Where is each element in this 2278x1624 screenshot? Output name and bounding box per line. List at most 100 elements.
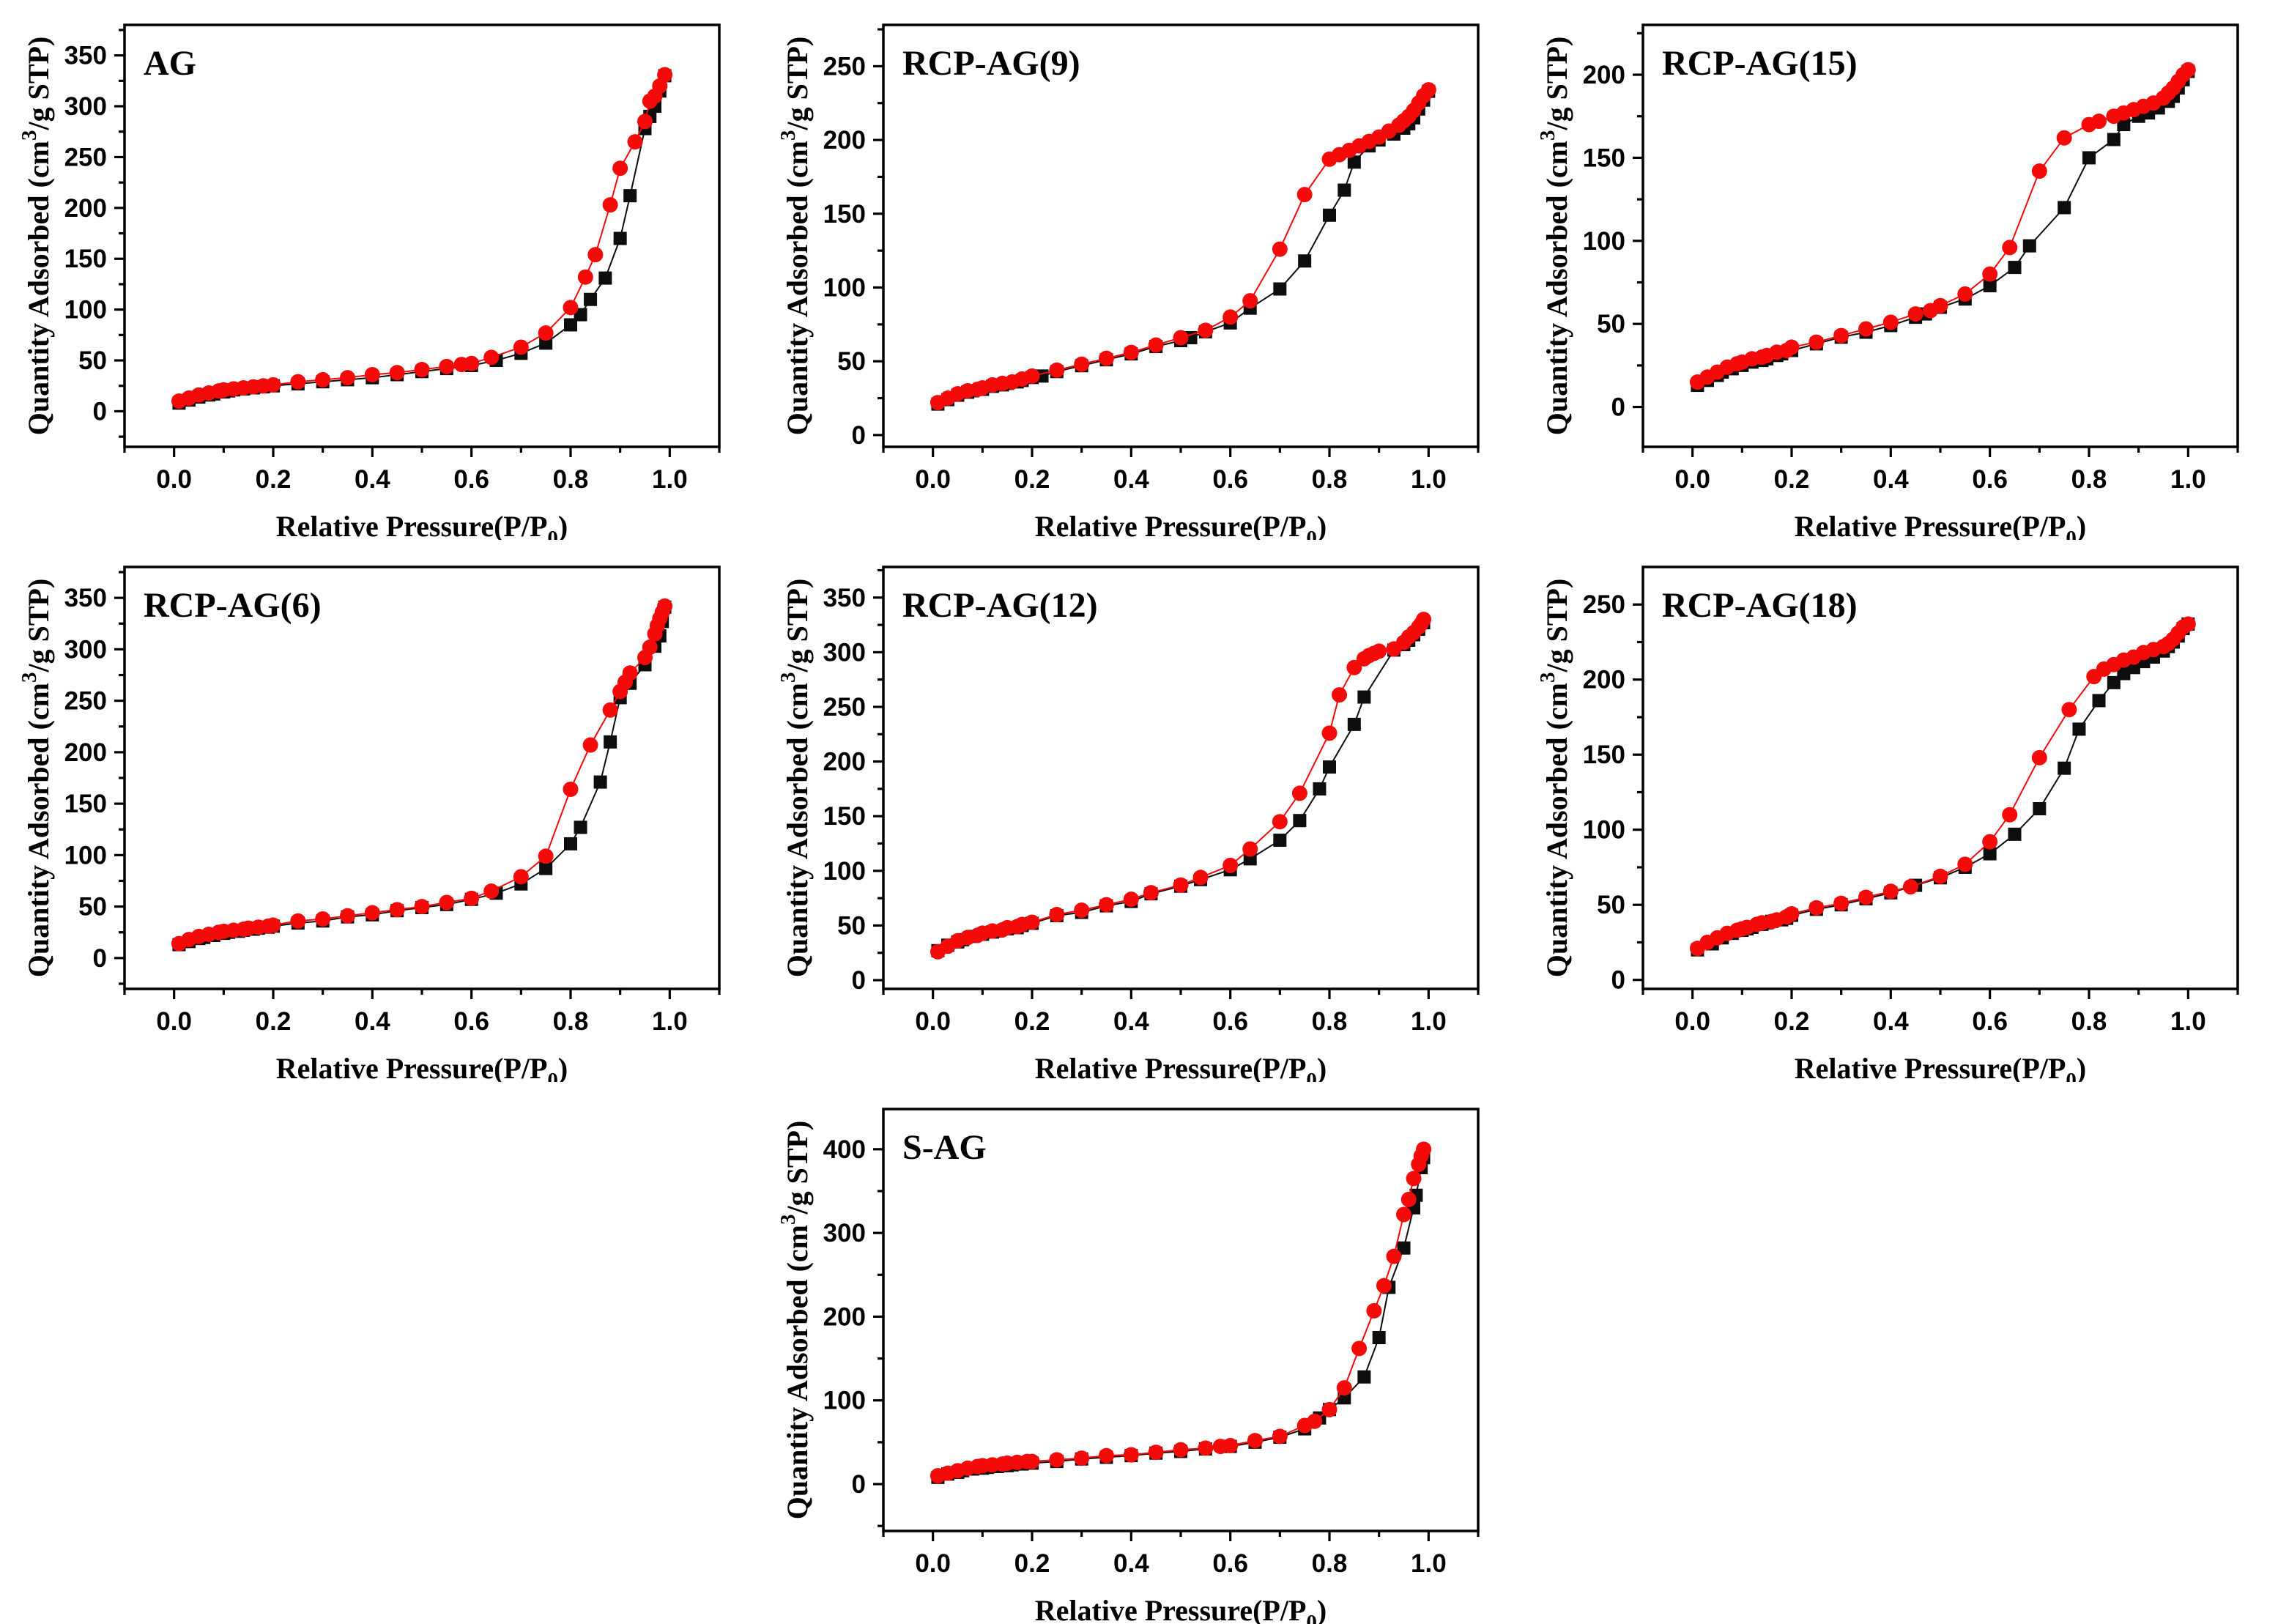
data-point-square bbox=[2107, 133, 2121, 147]
data-point-circle bbox=[1173, 877, 1189, 893]
data-point-circle bbox=[265, 377, 281, 393]
data-point-circle bbox=[439, 894, 455, 911]
data-point-circle bbox=[1332, 687, 1348, 703]
x-axis-label: Relative Pressure(P/P0) bbox=[1795, 1052, 2086, 1082]
data-point-circle bbox=[1198, 1440, 1214, 1456]
series-markers-desorption bbox=[171, 598, 673, 952]
y-tick-label: 150 bbox=[823, 200, 866, 229]
axis-ticks bbox=[1633, 603, 2239, 999]
data-point-circle bbox=[1074, 356, 1090, 372]
data-point-circle bbox=[1148, 1445, 1164, 1461]
y-tick-label: 150 bbox=[64, 790, 107, 818]
series-markers-desorption bbox=[930, 612, 1432, 960]
y-tick-label: 300 bbox=[64, 92, 107, 121]
data-point-circle bbox=[1882, 883, 1899, 900]
data-point-square bbox=[2082, 151, 2096, 165]
data-point-circle bbox=[290, 374, 306, 390]
y-tick-label: 200 bbox=[64, 738, 107, 767]
data-point-circle bbox=[1272, 1428, 1288, 1445]
data-point-circle bbox=[1074, 1450, 1090, 1467]
y-tick-label: 0 bbox=[852, 421, 866, 450]
y-axis-label: Quantity Adsorbed (cm3/g STP) bbox=[18, 37, 55, 436]
data-point-circle bbox=[563, 781, 579, 797]
chart-panel-ag: 0.0 0.2 0.4 0.6 0.8 1.0 0 50 100 150 200 250 300 350 A… bbox=[0, 0, 759, 542]
y-tick-label: 50 bbox=[837, 347, 866, 376]
panel-title: RCP-AG(12) bbox=[902, 586, 1098, 625]
x-tick-label: 0.4 bbox=[1113, 465, 1149, 494]
x-tick-label: 1.0 bbox=[1411, 1549, 1447, 1578]
y-tick-label: 200 bbox=[64, 194, 107, 223]
x-tick-label: 0.6 bbox=[1212, 465, 1248, 494]
data-point-circle bbox=[1307, 1413, 1323, 1429]
y-tick-label: 150 bbox=[823, 802, 866, 831]
data-point-circle bbox=[1321, 725, 1338, 741]
data-point-circle bbox=[1932, 297, 1948, 314]
y-tick-label: 200 bbox=[823, 748, 866, 776]
data-point-circle bbox=[1223, 309, 1239, 325]
data-point-circle bbox=[1123, 344, 1139, 360]
data-point-square bbox=[2022, 239, 2036, 253]
data-point-circle bbox=[364, 366, 380, 382]
data-point-circle bbox=[2091, 114, 2107, 130]
panel-title: RCP-AG(18) bbox=[1662, 586, 1858, 625]
y-tick-label: 100 bbox=[823, 1387, 866, 1415]
data-point-circle bbox=[1784, 906, 1800, 922]
axis-ticks bbox=[114, 29, 721, 457]
data-point-circle bbox=[1982, 834, 1998, 850]
y-tick-label: 100 bbox=[64, 841, 107, 870]
y-tick-label: 150 bbox=[64, 245, 107, 273]
data-point-circle bbox=[2180, 616, 2196, 632]
data-point-circle bbox=[1406, 1171, 1422, 1187]
data-point-circle bbox=[1420, 82, 1436, 98]
data-point-square bbox=[1357, 1370, 1371, 1384]
data-point-circle bbox=[1858, 889, 1874, 905]
y-tick-label: 200 bbox=[1583, 666, 1625, 694]
plot-border bbox=[882, 566, 1480, 990]
data-point-circle bbox=[1882, 314, 1899, 330]
x-tick-label: 0.4 bbox=[355, 465, 390, 494]
data-point-circle bbox=[1192, 870, 1209, 886]
data-point-circle bbox=[1024, 914, 1040, 930]
data-point-square bbox=[2117, 667, 2131, 681]
data-point-circle bbox=[1982, 266, 1998, 282]
data-point-circle bbox=[2002, 807, 2018, 823]
data-point-circle bbox=[1074, 902, 1090, 919]
data-point-circle bbox=[1099, 1447, 1114, 1464]
data-point-square bbox=[1313, 782, 1327, 796]
y-tick-label: 350 bbox=[64, 42, 107, 70]
data-point-circle bbox=[1400, 1191, 1417, 1207]
x-tick-label: 0.4 bbox=[1113, 1549, 1149, 1578]
data-point-square bbox=[2126, 661, 2140, 675]
x-tick-label: 0.4 bbox=[1873, 1007, 1909, 1036]
data-point-circle bbox=[1291, 785, 1307, 801]
y-tick-label: 0 bbox=[93, 397, 107, 426]
data-point-circle bbox=[563, 300, 579, 316]
x-tick-label: 0.0 bbox=[1674, 1007, 1710, 1036]
y-tick-label: 300 bbox=[64, 635, 107, 664]
y-tick-label: 350 bbox=[823, 584, 866, 612]
y-tick-label: 200 bbox=[823, 1302, 866, 1331]
data-point-circle bbox=[464, 355, 480, 371]
y-tick-label: 150 bbox=[1583, 144, 1625, 172]
data-point-circle bbox=[637, 114, 653, 130]
axis-ticks bbox=[1633, 31, 2239, 457]
y-tick-label: 100 bbox=[1583, 227, 1625, 256]
series-markers-desorption bbox=[1689, 616, 2196, 957]
x-tick-label: 0.2 bbox=[1014, 1007, 1050, 1036]
x-tick-label: 0.6 bbox=[453, 1007, 489, 1036]
y-tick-label: 150 bbox=[1583, 741, 1625, 769]
data-point-square bbox=[2117, 118, 2131, 132]
data-point-circle bbox=[622, 665, 638, 681]
y-axis-label: Quantity Adsorbed (cm3/g STP) bbox=[776, 37, 814, 436]
data-point-square bbox=[1397, 1241, 1411, 1255]
chart-panel-rcp-ag-12: 0.0 0.2 0.4 0.6 0.8 1.0 0 50 100 150 200 250 300 350 R… bbox=[759, 542, 1518, 1084]
data-point-square bbox=[2092, 694, 2106, 708]
y-tick-label: 50 bbox=[1597, 891, 1625, 919]
plot-border bbox=[123, 566, 721, 990]
data-point-circle bbox=[464, 890, 480, 906]
y-tick-label: 100 bbox=[823, 273, 866, 302]
data-point-circle bbox=[612, 160, 628, 177]
x-tick-label: 0.2 bbox=[1774, 1007, 1810, 1036]
x-tick-label: 0.8 bbox=[553, 465, 589, 494]
y-axis-label: Quantity Adsorbed (cm3/g STP) bbox=[1536, 579, 1573, 978]
